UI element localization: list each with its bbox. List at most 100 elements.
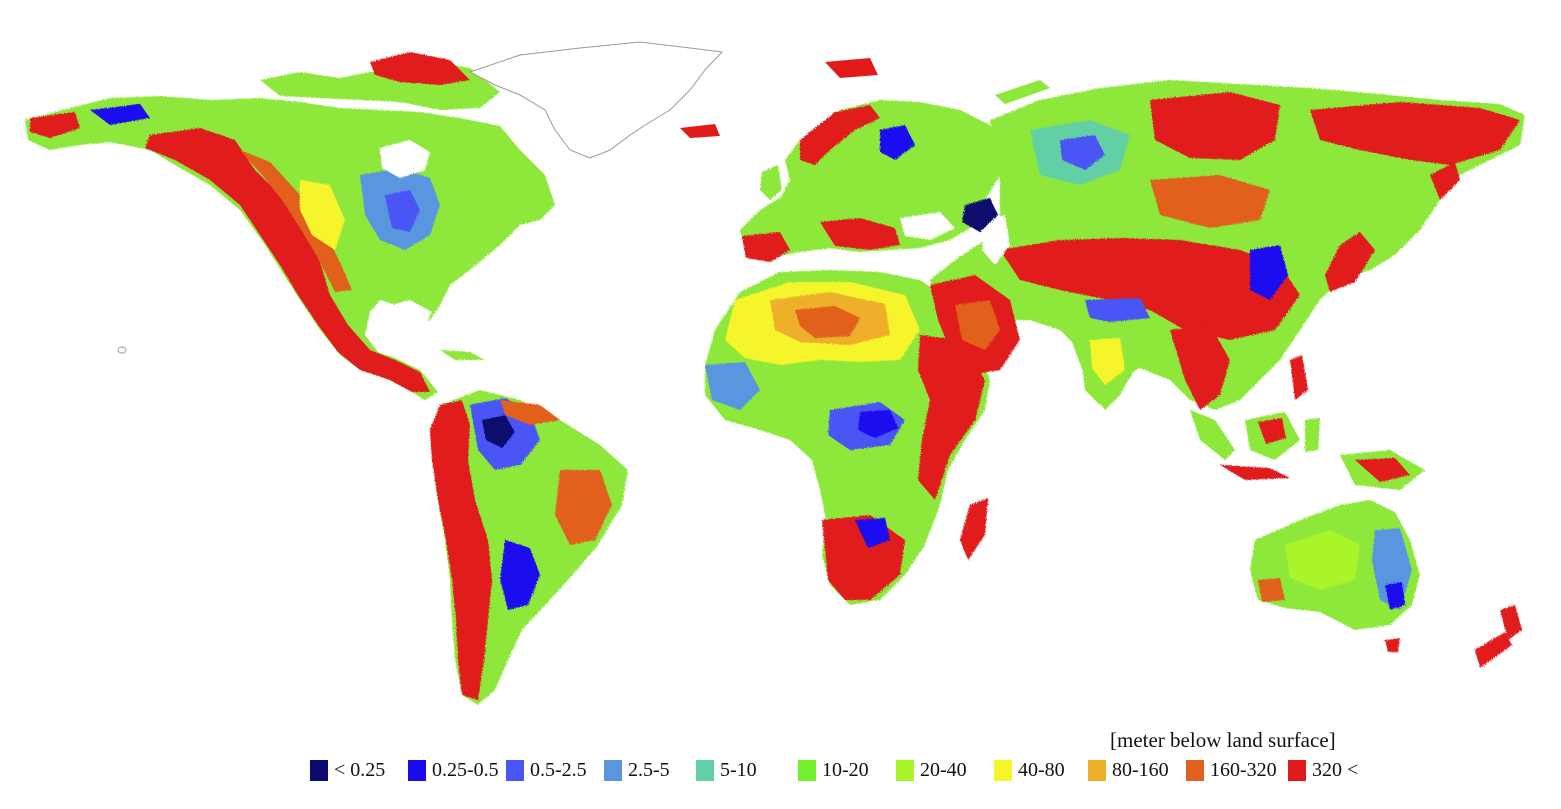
- scandinavia-mountains: [800, 105, 880, 165]
- andes-mountains: [430, 400, 492, 700]
- africa: [705, 270, 990, 605]
- philippines: [1290, 355, 1308, 400]
- tasmania: [1385, 638, 1400, 652]
- legend-label: 0.5-2.5: [530, 758, 587, 781]
- great-plains: [300, 180, 345, 250]
- legend-item: 80-160: [1088, 756, 1169, 784]
- legend-swatch: [604, 759, 622, 781]
- novaya-zemlya: [995, 80, 1050, 104]
- black-sea: [900, 212, 955, 240]
- southeast-asia: [1170, 325, 1230, 410]
- legend-swatch: [1088, 759, 1106, 781]
- himalaya-tibet: [1000, 238, 1300, 340]
- legend-item: 5-10: [696, 756, 757, 784]
- pampas: [500, 540, 540, 610]
- mongolia-ranges: [1150, 175, 1270, 228]
- java: [1220, 465, 1290, 480]
- madagascar: [960, 498, 988, 560]
- asia: [930, 80, 1525, 410]
- maritime-southeast-asia: [1190, 355, 1425, 490]
- legend-item: 160-320: [1186, 756, 1277, 784]
- new-zealand-south: [1475, 632, 1512, 668]
- legend-item: 10-20: [798, 756, 869, 784]
- water-table-depth-map: [25, 41, 1525, 705]
- hawaii-outline: [117, 346, 127, 354]
- sahara-high: [795, 306, 860, 338]
- cuba: [440, 350, 485, 360]
- central-siberian-plateau: [1150, 92, 1280, 160]
- legend-label: 20-40: [920, 758, 967, 781]
- south-america: [430, 390, 628, 705]
- legend-swatch: [310, 759, 328, 781]
- sumatra: [1190, 410, 1235, 460]
- east-siberia: [1310, 102, 1520, 165]
- world-map: [25, 41, 1525, 705]
- caspian-sea: [982, 215, 1010, 265]
- legend-swatch: [896, 759, 914, 781]
- legend-label: 2.5-5: [628, 758, 670, 781]
- guiana-shield: [500, 400, 560, 425]
- brazil-highlands: [555, 470, 612, 545]
- borneo-red: [1258, 418, 1286, 444]
- alps: [820, 218, 900, 250]
- amazon-deep: [482, 415, 515, 448]
- new-zealand: [1475, 605, 1522, 668]
- rocky-mountains: [145, 128, 430, 392]
- legend-item: < 0.25: [310, 756, 385, 784]
- greenland-outline: [468, 41, 724, 159]
- australia-sw-red: [1258, 578, 1285, 602]
- new-guinea-red: [1355, 458, 1410, 482]
- legend-label: 0.25-0.5: [432, 758, 499, 781]
- baltic-blue: [880, 125, 915, 160]
- west-africa: [705, 362, 760, 410]
- deccan: [1090, 338, 1125, 385]
- legend-label: 320 <: [1312, 758, 1359, 781]
- legend: < 0.25 0.25-0.5 0.5-2.5 2.5-5 5-10 10-20 20-40…: [310, 756, 1430, 784]
- legend-label: 80-160: [1112, 758, 1169, 781]
- iceland: [680, 124, 720, 138]
- legend-item: 20-40: [896, 756, 967, 784]
- legend-item: 0.5-2.5: [506, 756, 587, 784]
- legend-label: 40-80: [1018, 758, 1065, 781]
- legend-swatch: [506, 759, 524, 781]
- legend-label: 10-20: [822, 758, 869, 781]
- uk-ireland: [760, 165, 782, 200]
- east-africa-rift: [918, 335, 985, 500]
- legend-item: 320 <: [1288, 756, 1358, 784]
- legend-swatch: [408, 759, 426, 781]
- small-islands: [117, 58, 1050, 354]
- australia: [1250, 500, 1420, 652]
- gulf-of-mexico: [372, 300, 432, 345]
- new-zealand-north: [1500, 605, 1522, 640]
- caspian-lowland: [962, 198, 998, 232]
- north-america: [25, 52, 555, 400]
- rocky-mountains-fringe: [240, 150, 352, 292]
- alaska-red: [30, 112, 80, 138]
- legend-label: 160-320: [1210, 758, 1277, 781]
- arctic-blue: [90, 104, 150, 125]
- china-lowlands: [1250, 245, 1288, 300]
- svalbard: [825, 58, 878, 78]
- ellesmere-red: [370, 52, 470, 85]
- legend-swatch: [696, 759, 714, 781]
- arabia-interior: [955, 300, 1000, 350]
- australia-east-blue: [1385, 582, 1405, 610]
- ganges-plain: [1085, 298, 1150, 322]
- iberia: [742, 232, 790, 262]
- japan: [1325, 232, 1375, 292]
- australia-interior: [1285, 530, 1360, 590]
- kamchatka: [1430, 162, 1460, 200]
- legend-swatch: [1186, 759, 1204, 781]
- kalahari: [855, 518, 890, 548]
- congo-deep: [858, 410, 898, 438]
- legend-item: 2.5-5: [604, 756, 670, 784]
- legend-swatch: [994, 759, 1012, 781]
- legend-item: 0.25-0.5: [408, 756, 499, 784]
- legend-swatch: [1288, 759, 1306, 781]
- europe: [740, 100, 1010, 262]
- legend-item: 40-80: [994, 756, 1065, 784]
- west-siberia-wet: [1060, 135, 1105, 170]
- hudson-bay: [380, 140, 430, 178]
- sulawesi: [1305, 418, 1320, 452]
- legend-label: 5-10: [720, 758, 757, 781]
